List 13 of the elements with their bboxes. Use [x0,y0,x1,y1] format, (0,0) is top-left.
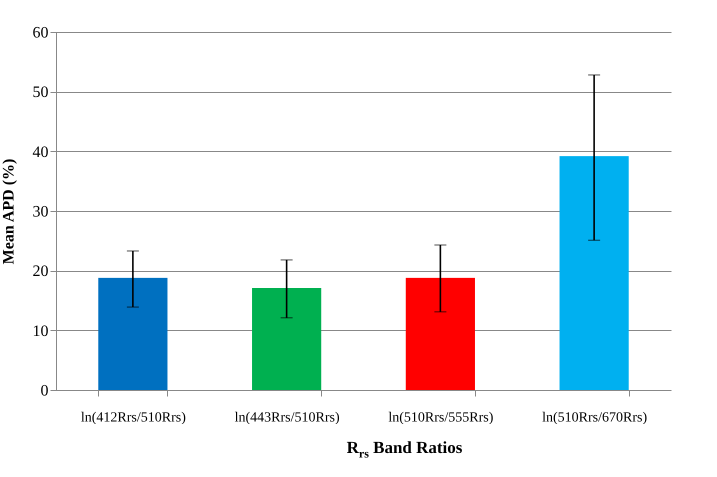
bar [252,288,322,390]
y-tick-label: 30 [32,204,48,220]
bar [560,156,629,390]
y-tick-label: 40 [32,144,48,161]
bar [406,278,475,390]
bar [98,278,168,390]
x-axis-title: R$_{rs}$ Band Ratios [346,438,464,462]
y-axis-title: Mean APD (%) [0,158,18,264]
y-tick-label: 50 [32,84,48,102]
y-tick-label: 0 [40,382,48,400]
y-tick-label: 60 [32,24,48,42]
y-tick-label: 10 [32,322,48,340]
y-tick-label: 20 [32,263,48,280]
